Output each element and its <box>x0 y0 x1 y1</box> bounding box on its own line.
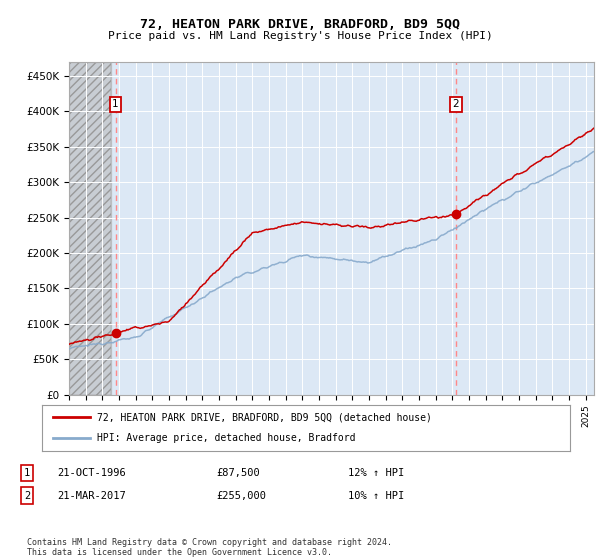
Text: 2: 2 <box>24 491 30 501</box>
Text: 2: 2 <box>452 99 459 109</box>
Bar <box>69 62 110 395</box>
Text: 1: 1 <box>112 99 119 109</box>
Text: 1: 1 <box>24 468 30 478</box>
Text: 72, HEATON PARK DRIVE, BRADFORD, BD9 5QQ: 72, HEATON PARK DRIVE, BRADFORD, BD9 5QQ <box>140 18 460 31</box>
Text: £87,500: £87,500 <box>216 468 260 478</box>
Text: Price paid vs. HM Land Registry's House Price Index (HPI): Price paid vs. HM Land Registry's House … <box>107 31 493 41</box>
Bar <box>69 62 110 395</box>
Text: 12% ↑ HPI: 12% ↑ HPI <box>348 468 404 478</box>
Text: £255,000: £255,000 <box>216 491 266 501</box>
Text: 21-MAR-2017: 21-MAR-2017 <box>57 491 126 501</box>
Text: 72, HEATON PARK DRIVE, BRADFORD, BD9 5QQ (detached house): 72, HEATON PARK DRIVE, BRADFORD, BD9 5QQ… <box>97 412 433 422</box>
Text: 10% ↑ HPI: 10% ↑ HPI <box>348 491 404 501</box>
Text: HPI: Average price, detached house, Bradford: HPI: Average price, detached house, Brad… <box>97 433 356 444</box>
Text: Contains HM Land Registry data © Crown copyright and database right 2024.
This d: Contains HM Land Registry data © Crown c… <box>27 538 392 557</box>
Text: 21-OCT-1996: 21-OCT-1996 <box>57 468 126 478</box>
